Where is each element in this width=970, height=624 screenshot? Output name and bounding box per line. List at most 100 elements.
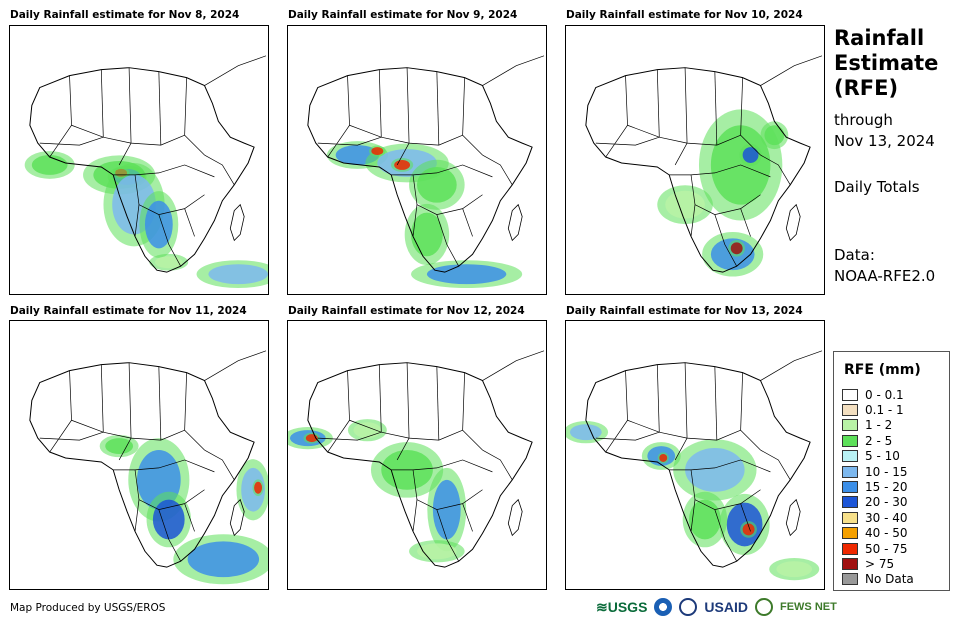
rain-cell [411,212,443,257]
rain-cell [254,481,263,494]
rain-cell [353,422,382,439]
country-border [113,459,215,473]
map-title-line-3: (RFE) [834,76,899,100]
country-border [740,372,761,451]
country-border [436,214,459,267]
country-border [627,124,741,146]
rainfall-map-nov-12 [287,320,547,590]
fews-net-logo: FEWS NET [779,601,837,613]
rain-cell [659,454,668,462]
country-border [740,77,761,156]
country-border [669,459,771,473]
country-border [391,164,493,178]
rainfall-map-nov-10 [565,25,825,295]
through-label: through [834,111,893,129]
map-canvas [10,321,268,589]
country-border [656,69,660,138]
map-title-line-1: Rainfall [834,26,925,50]
country-border [714,71,718,146]
country-border [184,77,205,156]
rain-cell [689,499,721,540]
madagascar-outline [229,203,245,242]
country-border [760,449,791,480]
data-label: Data: [834,246,875,264]
legend-label: 15 - 20 [865,479,908,494]
coastline [585,362,811,568]
legend-label: 40 - 50 [865,526,908,541]
legend-swatch [842,573,858,586]
country-border [714,366,718,441]
country-border [690,174,761,215]
country-border [317,136,382,146]
coastline [585,67,811,273]
coastline [29,362,255,568]
country-border [740,503,751,532]
country-border [71,419,185,441]
rainfall-map-nov-11 [9,320,269,590]
country-border [49,370,72,453]
map-canvas [566,26,824,294]
rainfall-map-nov-9 [287,25,547,295]
country-border [627,419,741,441]
rain-cell [105,438,134,455]
legend-item: 0.1 - 1 [842,403,904,417]
arabia-coast [204,350,267,381]
rain-cell [742,147,759,163]
arabia-coast [760,350,823,381]
arabia-coast [482,350,545,381]
legend-label: 2 - 5 [865,433,893,448]
country-border [204,154,235,185]
legend-item: 15 - 20 [842,479,908,494]
rain-cell [742,523,755,536]
country-border [462,208,473,237]
map-canvas [10,26,268,294]
country-border [184,208,195,237]
country-border [669,164,771,178]
panel-title-nov-11: Daily Rainfall estimate for Nov 11, 2024 [10,305,247,317]
legend-swatch [842,527,858,540]
coastline [29,67,255,273]
country-border [39,431,104,441]
legend-label: No Data [865,572,914,587]
coastline [307,362,533,568]
country-border [71,124,185,146]
country-border [158,366,162,441]
arabia-coast [482,55,545,86]
panel-title-nov-9: Daily Rainfall estimate for Nov 9, 2024 [288,9,518,21]
map-title-line-2: Estimate [834,51,939,75]
country-border [436,509,459,562]
country-border [100,69,104,138]
arabia-coast [204,55,267,86]
country-border [327,75,350,158]
country-border [158,71,162,146]
legend-label: 5 - 10 [865,449,900,464]
credit-text: Map Produced by USGS/EROS [10,602,166,614]
legend-item: 2 - 5 [842,433,893,448]
country-border [760,154,791,185]
legend-label: > 75 [865,556,895,571]
rain-cell [417,166,457,203]
map-canvas [288,26,546,294]
rainfall-map-nov-13 [565,320,825,590]
legend-swatch [842,403,858,416]
country-border [113,164,215,178]
country-border [595,136,660,146]
data-source: NOAA-RFE2.0 [834,267,936,285]
rain-cell [371,147,384,156]
legend-title: RFE (mm) [844,362,921,378]
legend-swatch [842,434,858,447]
country-border [595,431,660,441]
panel-title-nov-10: Daily Rainfall estimate for Nov 10, 2024 [566,9,803,21]
country-border [327,370,350,453]
rainfall-map-nov-8 [9,25,269,295]
country-border [462,503,473,532]
usaid-logo: USAID [704,599,748,615]
rain-cell [569,424,602,441]
country-border [690,499,696,532]
legend-swatch [842,542,858,555]
legend-label: 1 - 2 [865,418,893,433]
legend-swatch [842,388,858,401]
madagascar-outline [785,498,801,537]
legend-item: No Data [842,572,914,587]
